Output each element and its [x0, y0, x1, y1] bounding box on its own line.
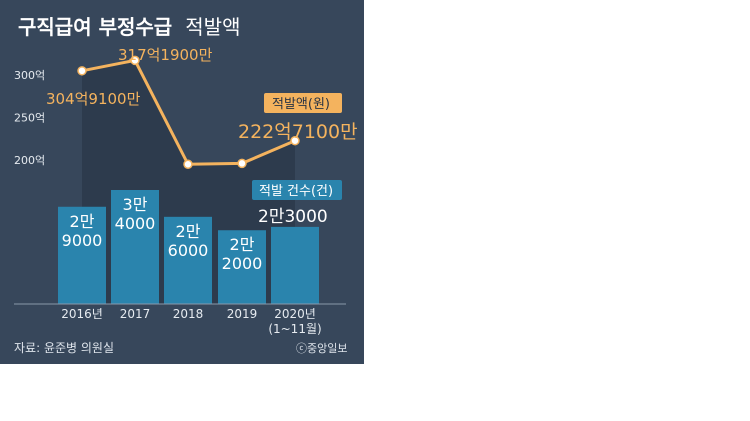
chart-title-sub: 적발액	[185, 15, 240, 39]
count-label-2020: 2만3000	[258, 207, 328, 227]
bar-count-label: 2만 2000	[222, 235, 263, 273]
bar-count-label: 2만 9000	[62, 212, 103, 250]
amount-label-2016: 304억9100만	[46, 90, 141, 108]
credit-logo: ⓒ중앙일보	[296, 341, 347, 355]
y-tick-label: 300억	[14, 69, 45, 82]
bar-count	[271, 226, 319, 304]
legend-amount-swatch	[264, 93, 342, 113]
bar-count	[58, 206, 106, 304]
chart-panel: 구직급여 부정수급 적발액 300억 250억 200억 2만 9000 3만 4000 2…	[0, 0, 364, 364]
bar-count	[218, 230, 266, 304]
y-tick-label: 250억	[14, 112, 45, 125]
x-axis-labels: 2016년 2017 2018 2019 2020년 (1~11월)	[61, 307, 321, 336]
x-tick-label: 2017	[120, 307, 151, 321]
x-tick-label: 2019	[227, 307, 258, 321]
x-tick-label: 2020년 (1~11월)	[268, 307, 321, 336]
amount-label-2017: 317억1900만	[118, 46, 213, 64]
source-text: 자료: 윤준병 의원실	[14, 341, 114, 355]
amount-points	[77, 55, 300, 169]
amount-point	[77, 66, 87, 76]
bar-count-label: 3만 4000	[115, 195, 156, 233]
amount-point	[290, 135, 300, 146]
bar-series: 2만 9000 3만 4000 2만 6000 2만 2000	[58, 190, 319, 304]
chart-title: 구직급여 부정수급	[18, 15, 172, 39]
bar-count-label: 2만 6000	[168, 222, 209, 260]
bar-count	[111, 190, 159, 304]
svg-text:구직급여 부정수급 적발액: 구직급여 부정수급 적발액	[18, 15, 240, 39]
amount-label-2020: 222억7100만	[238, 121, 358, 143]
legend-count-swatch	[252, 180, 342, 200]
y-tick-label: 200억	[14, 154, 45, 167]
x-tick-label: 2016년	[61, 307, 103, 321]
bar-count	[164, 216, 212, 304]
amount-point	[130, 55, 140, 66]
legend-amount-label: 적발액(원)	[272, 97, 330, 112]
x-tick-label: 2018	[173, 307, 204, 321]
amount-point	[237, 158, 247, 169]
amount-point	[183, 159, 193, 169]
y-axis-ticks: 300억 250억 200억	[14, 69, 45, 167]
legend-count-label: 적발 건수(건)	[259, 184, 333, 199]
